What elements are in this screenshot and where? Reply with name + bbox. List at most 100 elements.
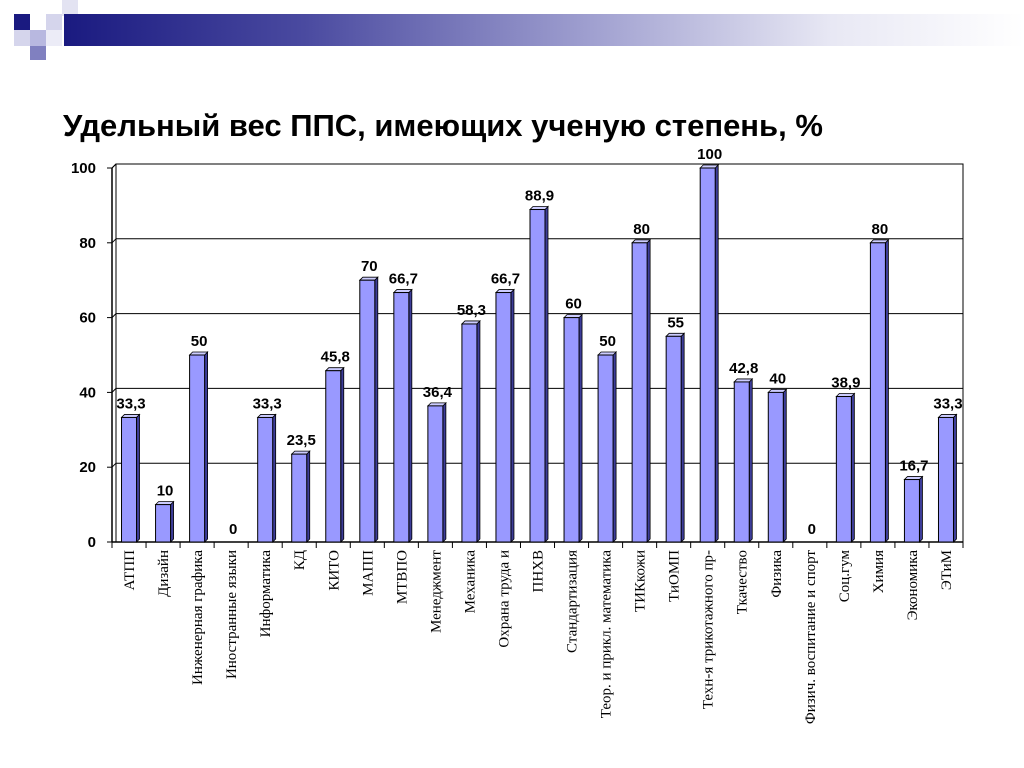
bar <box>631 238 652 543</box>
bar <box>256 413 277 543</box>
bar-front <box>733 381 750 543</box>
data-label: 10 <box>157 483 174 500</box>
bar-front <box>257 416 274 543</box>
x-tick-label: МАПП <box>360 550 376 596</box>
x-tick-label: Менеджмент <box>428 550 444 633</box>
x-tick-label: ТИКкожи <box>633 550 649 612</box>
data-label: 0 <box>229 521 237 538</box>
bar <box>426 401 447 543</box>
bar <box>392 288 413 543</box>
x-tick-label: МТВПО <box>394 550 410 604</box>
bar <box>665 332 686 543</box>
x-tick-label: Ткачество <box>735 550 751 614</box>
bar <box>290 450 311 543</box>
bar-front <box>937 416 954 543</box>
y-tick-label: 20 <box>79 459 96 476</box>
x-tick-label: КИТО <box>326 550 342 591</box>
data-label: 50 <box>191 333 208 350</box>
x-tick-label: Физика <box>769 550 785 598</box>
x-tick-label: Инженерная графика <box>190 550 206 685</box>
bar-front <box>903 479 920 543</box>
data-label: 100 <box>697 146 722 163</box>
bar-front <box>699 167 716 543</box>
bar-front <box>529 209 546 543</box>
bar <box>733 377 754 543</box>
y-tick-label: 100 <box>71 160 96 177</box>
x-tick-label: ТиОМП <box>667 550 683 602</box>
data-label: 23,5 <box>287 432 316 449</box>
data-label: 38,9 <box>831 375 860 392</box>
bar <box>869 238 890 543</box>
bar <box>563 313 584 543</box>
bar <box>597 351 618 543</box>
x-tick-label: КД <box>292 550 308 570</box>
data-label: 60 <box>565 296 582 313</box>
decor-square-light-2 <box>30 30 46 46</box>
bar <box>835 392 856 543</box>
bar-front <box>835 396 852 543</box>
data-label: 33,3 <box>116 395 145 412</box>
bar-front <box>393 292 410 543</box>
bar <box>154 500 175 543</box>
data-label: 66,7 <box>389 271 418 288</box>
bar-front <box>189 354 206 543</box>
data-label: 33,3 <box>253 395 282 412</box>
decor-square-light-5 <box>46 30 62 46</box>
data-label: 33,3 <box>933 395 962 412</box>
data-label: 66,7 <box>491 271 520 288</box>
bar <box>494 288 515 543</box>
bar <box>460 319 481 543</box>
decor-square-light-3 <box>46 14 62 30</box>
x-tick-label: Техн-я трикотажного пр- <box>701 550 717 709</box>
x-tick-label: Механика <box>462 550 478 614</box>
bar <box>529 205 549 543</box>
bar-front <box>121 416 138 543</box>
data-label: 58,3 <box>457 302 486 319</box>
data-label: 80 <box>872 221 889 238</box>
data-label: 45,8 <box>321 349 350 366</box>
bar-front <box>869 242 886 543</box>
data-label: 55 <box>667 314 684 331</box>
header-gradient-band <box>64 14 1024 46</box>
bar <box>767 388 788 543</box>
x-tick-label: Охрана труда и <box>496 550 512 648</box>
bar <box>188 351 209 543</box>
bar-front <box>767 391 784 543</box>
decor-square-light-1 <box>14 30 30 46</box>
data-label: 0 <box>808 521 816 538</box>
x-tick-label: Соц.гум <box>837 549 853 602</box>
data-label: 16,7 <box>899 458 928 475</box>
bar-front <box>291 453 308 543</box>
decor-square-light-4 <box>62 0 78 16</box>
data-label: 50 <box>599 333 616 350</box>
bar <box>937 413 958 543</box>
y-tick-label: 0 <box>88 534 96 551</box>
bar-front <box>461 323 478 543</box>
data-label: 88,9 <box>525 188 554 205</box>
bar <box>699 164 720 543</box>
x-tick-label: Стандартизация <box>565 550 581 653</box>
data-label: 40 <box>769 370 786 387</box>
x-tick-label: ЭТиМ <box>939 550 955 590</box>
bar-front <box>563 317 580 543</box>
x-tick-label: АТПП <box>122 550 138 591</box>
y-tick-label: 40 <box>79 384 96 401</box>
x-tick-label: Иностранные языки <box>224 550 240 679</box>
chart-title: Удельный вес ППС, имеющих ученую степень… <box>63 108 823 143</box>
decor-square-navy-1 <box>14 14 30 30</box>
bar <box>358 276 379 543</box>
bar-front <box>631 242 648 543</box>
x-tick-label: ПНХВ <box>531 550 547 593</box>
x-tick-label: Физич. воспитание и спорт <box>803 550 819 725</box>
bar-front <box>359 279 376 543</box>
bar-front <box>495 292 512 543</box>
data-label: 42,8 <box>729 360 758 377</box>
x-tick-label: Теор. и прикл. математика <box>599 550 615 719</box>
y-axis-depth-line <box>111 163 117 169</box>
bar-front <box>155 504 172 543</box>
bar <box>120 413 141 543</box>
x-tick-label: Экономика <box>905 550 921 621</box>
bar-front <box>427 405 444 543</box>
bar-front <box>665 335 682 543</box>
